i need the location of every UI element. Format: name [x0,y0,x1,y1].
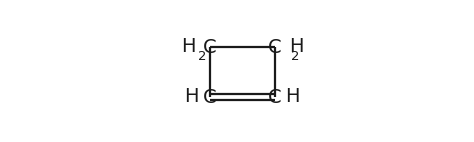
Text: C: C [203,38,217,57]
Text: H: H [285,87,300,106]
Text: H: H [184,87,199,106]
Text: 2: 2 [291,50,299,63]
Text: H: H [181,37,196,56]
Text: 2: 2 [198,50,206,63]
Text: C: C [268,38,282,57]
Text: H: H [289,37,303,56]
Text: C: C [203,88,217,107]
Text: C: C [268,88,282,107]
